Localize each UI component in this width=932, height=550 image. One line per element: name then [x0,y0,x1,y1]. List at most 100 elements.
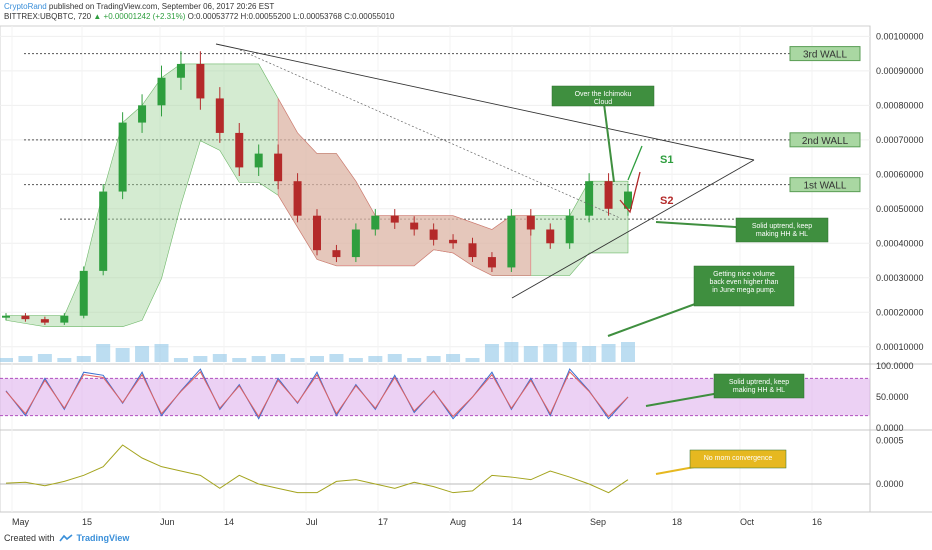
author-link[interactable]: CryptoRand [4,2,47,11]
s1-path [627,145,643,181]
volume-bar [562,342,577,362]
candle-body [351,229,360,258]
candle-body [313,215,321,251]
candle-body [293,181,302,216]
time-tick-label: 18 [672,517,682,527]
volume-bar [251,356,266,362]
price-tick-label: 0.00060000 [876,169,924,179]
time-tick-label: Jun [160,517,175,527]
candle-body [21,315,30,320]
volume-bar [18,356,33,362]
inner-trendline [239,49,621,219]
volume-note-text: Getting nice volume [713,271,775,278]
candle-body [468,243,477,258]
candle-body [546,229,555,244]
price-tick-label: 0.00090000 [876,66,924,76]
price-tick-label: 0.00070000 [876,135,924,145]
stoch-tick-label: 100.0000 [876,361,914,371]
volume-bar [0,358,13,362]
volume-bar [212,354,227,362]
grid-lines [0,26,870,512]
candle-body [2,315,10,318]
price-tick-labels: 0.00100000 0.00090000 0.00080000 0.00070000… [876,31,924,489]
volume-bar [621,342,635,362]
candle-body [118,122,127,192]
volume-bar [523,346,538,362]
volume-bar [193,356,208,362]
price-tick-label: 0.00030000 [876,273,924,283]
created-with-text: Created with [4,533,55,543]
time-tick-label: Jul [306,517,318,527]
momentum-line [5,444,629,494]
candle-series [2,51,632,325]
candle-body [585,181,594,216]
header-line-1: CryptoRand published on TradingView.com,… [4,2,394,12]
volume-bar [135,346,150,362]
volume-bar [446,354,461,362]
volume-bar [543,344,558,362]
time-tick-label: 15 [82,517,92,527]
wall-box [789,132,861,148]
time-tick-label: 17 [378,517,388,527]
stoch-note-text: Solid uptrend, keep [729,379,789,386]
volume-bar [290,358,305,362]
stoch-note-text: making HH & HL [733,387,785,394]
price-tick-label: 0.00020000 [876,307,924,317]
tradingview-logo-icon [58,533,73,541]
time-tick-label: 14 [224,517,234,527]
momentum-panel [0,444,870,494]
price-tick-label: 0.00040000 [876,238,924,248]
triangle-upper-line [215,43,755,161]
volume-bar [96,344,111,362]
volume-bar [57,358,72,362]
trendlines [215,43,755,299]
volume-bars [0,342,635,362]
header-line-2: BITTREX:UBQBTC, 720 ▲ +0.00001242 (+2.31… [4,12,394,22]
candle-body [604,181,613,209]
tradingview-brand[interactable]: TradingView [76,533,130,543]
volume-bar [582,346,597,362]
cloud-bear-fill [277,97,532,276]
candle-body [410,222,419,230]
candle-body [235,132,244,168]
candle-body [196,63,205,99]
candle-body [215,98,224,133]
triangle-lower-line [511,159,755,299]
candle-body [487,257,496,268]
wall-label: 2nd WALL [802,136,849,147]
wall-label: 1st WALL [804,181,847,192]
cloud-note-box [551,85,655,107]
time-tick-labels: May 15 Jun 14 Jul 17 Aug 14 Sep 18 Oct 16 [12,517,822,527]
time-tick-label: May [12,517,30,527]
price-tick-label: 0.00010000 [876,342,924,352]
symbol-text: BITTREX:UBQBTC, 720 [4,12,92,21]
time-tick-label: Oct [740,517,755,527]
price-tick-label: 0.00080000 [876,100,924,110]
volume-bar [115,348,130,362]
mom-tick-label: 0.0005 [876,436,904,446]
candle-body [390,215,399,223]
time-tick-label: Aug [450,517,466,527]
cloud-note-text: Cloud [594,99,612,106]
stoch-d-line [5,371,629,418]
candle-body [449,239,458,244]
volume-bar [310,356,324,362]
change-text: ▲ +0.00001242 (+2.31%) [93,12,186,21]
time-tick-label: 16 [812,517,822,527]
cloud-note-text: Over the Ichimoku [575,91,632,98]
volume-note-box [693,265,795,307]
volume-bar [601,344,616,362]
volume-bar [484,344,499,362]
candle-body [254,153,263,168]
ohlc-text: O:0.00053772 H:0.00055200 L:0.00053768 C… [187,12,395,21]
candle-body [79,270,88,316]
volume-bar [37,354,52,362]
mom-tick-label: 0.0000 [876,479,904,489]
volume-bar [426,356,441,362]
volume-bar [465,358,480,362]
candle-body [157,77,166,106]
s1-label: S1 [660,154,673,166]
volume-bar [368,356,383,362]
volume-note-text: back even higher than [710,279,779,286]
